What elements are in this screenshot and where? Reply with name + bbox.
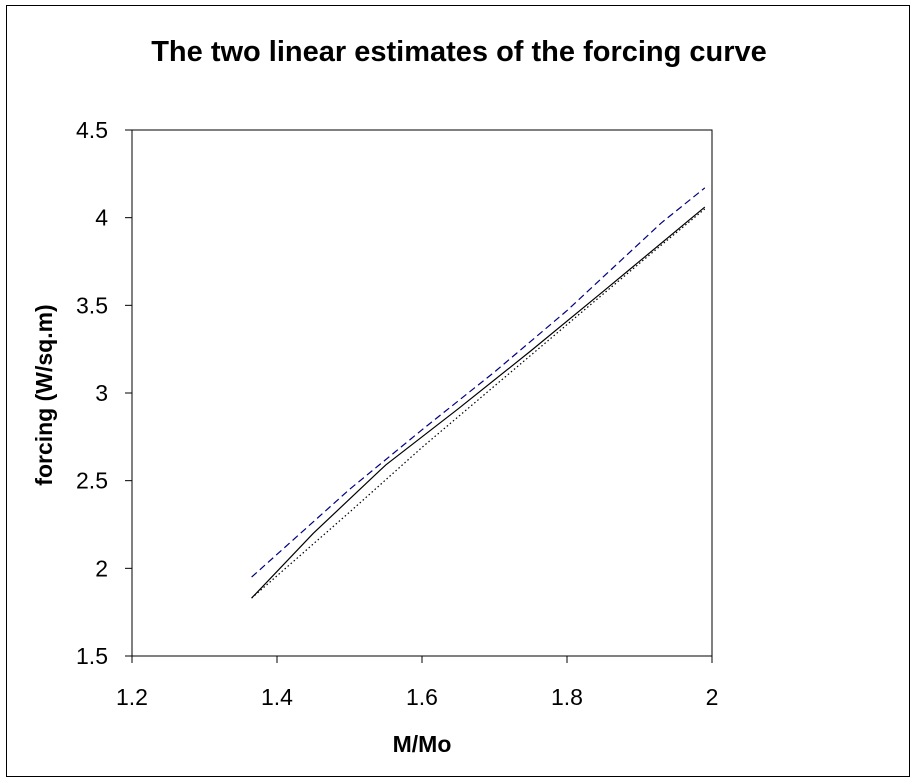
y-axis-label: forcing (W/sq.m) [31, 304, 57, 485]
y-tick-label: 1.5 [76, 643, 108, 669]
series-line-solid [251, 206, 706, 599]
x-tick-label: 1.8 [551, 684, 583, 710]
y-tick-label: 2 [95, 555, 108, 581]
x-axis: 1.2 1.4 1.6 1.8 2 [116, 656, 718, 710]
series-line-dashed [251, 187, 706, 578]
series-layer [251, 187, 706, 599]
x-tick-label: 1.2 [116, 684, 148, 710]
x-tick-label: 2 [706, 684, 719, 710]
plot-area [131, 129, 713, 657]
x-axis-label: M/Mo [393, 731, 452, 757]
chart-title: The two linear estimates of the forcing … [151, 36, 767, 68]
series-line-dotted [251, 208, 706, 599]
x-tick-label: 1.6 [406, 684, 438, 710]
x-tick-label: 1.4 [261, 684, 293, 710]
y-tick-label: 4 [95, 205, 108, 231]
y-tick-label: 4.5 [76, 117, 108, 143]
y-axis: 1.5 2 2.5 3 3.5 4 4.5 [76, 117, 132, 669]
y-tick-label: 2.5 [76, 468, 108, 494]
y-tick-label: 3.5 [76, 292, 108, 318]
y-tick-label: 3 [95, 380, 108, 406]
